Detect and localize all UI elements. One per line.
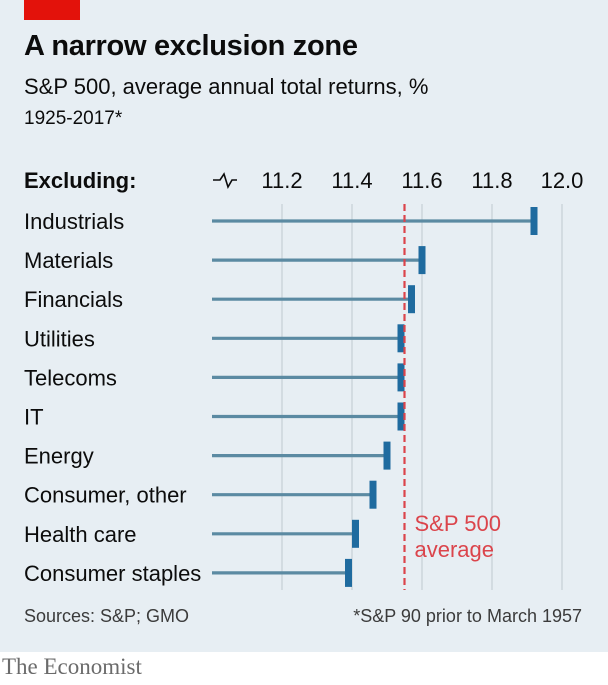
category-label: Telecoms <box>24 365 117 390</box>
category-label: Energy <box>24 444 94 469</box>
category-label: Materials <box>24 248 113 273</box>
bar-marker <box>383 441 391 470</box>
bar-marker <box>345 558 352 587</box>
chart-period: 1925-2017* <box>24 108 123 129</box>
source-note: Sources: S&P; GMO <box>24 606 190 626</box>
category-label: Industrials <box>24 209 124 234</box>
x-tick-label: 11.6 <box>401 168 442 193</box>
category-label: Health care <box>24 522 137 547</box>
category-label: Utilities <box>24 326 95 351</box>
footnote: *S&P 90 prior to March 1957 <box>353 606 582 626</box>
category-labels: Industrials Materials Financials Utilities T… <box>24 209 201 586</box>
category-label: Consumer, other <box>24 483 187 508</box>
bar-marker <box>352 519 359 548</box>
bar-marker <box>397 324 405 353</box>
chart-title: A narrow exclusion zone <box>24 30 358 62</box>
bar-marker <box>397 363 405 392</box>
bar-marker <box>408 285 415 314</box>
category-label: Financials <box>24 287 123 312</box>
chart-panel <box>0 0 608 652</box>
bar-marker <box>530 207 538 235</box>
economist-logo: The Economist <box>2 654 142 679</box>
axis-break-icon <box>213 172 237 190</box>
reference-label: average <box>415 537 495 562</box>
brand-tag <box>24 0 80 20</box>
chart-subtitle: S&P 500, average annual total returns, % <box>24 74 429 99</box>
x-tick-label: 11.2 <box>261 168 302 193</box>
x-axis-ticks: 11.2 11.4 11.6 11.8 12.0 <box>261 168 583 193</box>
x-tick-label: 11.4 <box>331 168 372 193</box>
row-header: Excluding: <box>24 168 136 193</box>
category-label: Consumer staples <box>24 561 201 586</box>
x-tick-label: 12.0 <box>541 168 584 193</box>
bar-marker <box>369 480 377 509</box>
reference-label: S&P 500 <box>415 511 501 536</box>
bar-marker <box>418 246 426 275</box>
x-tick-label: 11.8 <box>471 168 512 193</box>
lollipop-chart: Excluding: 11.2 11.4 11.6 11.8 12.0 S&P 500a… <box>24 168 583 590</box>
bar-marker <box>397 402 405 431</box>
category-label: IT <box>24 405 44 430</box>
bars <box>212 207 538 587</box>
